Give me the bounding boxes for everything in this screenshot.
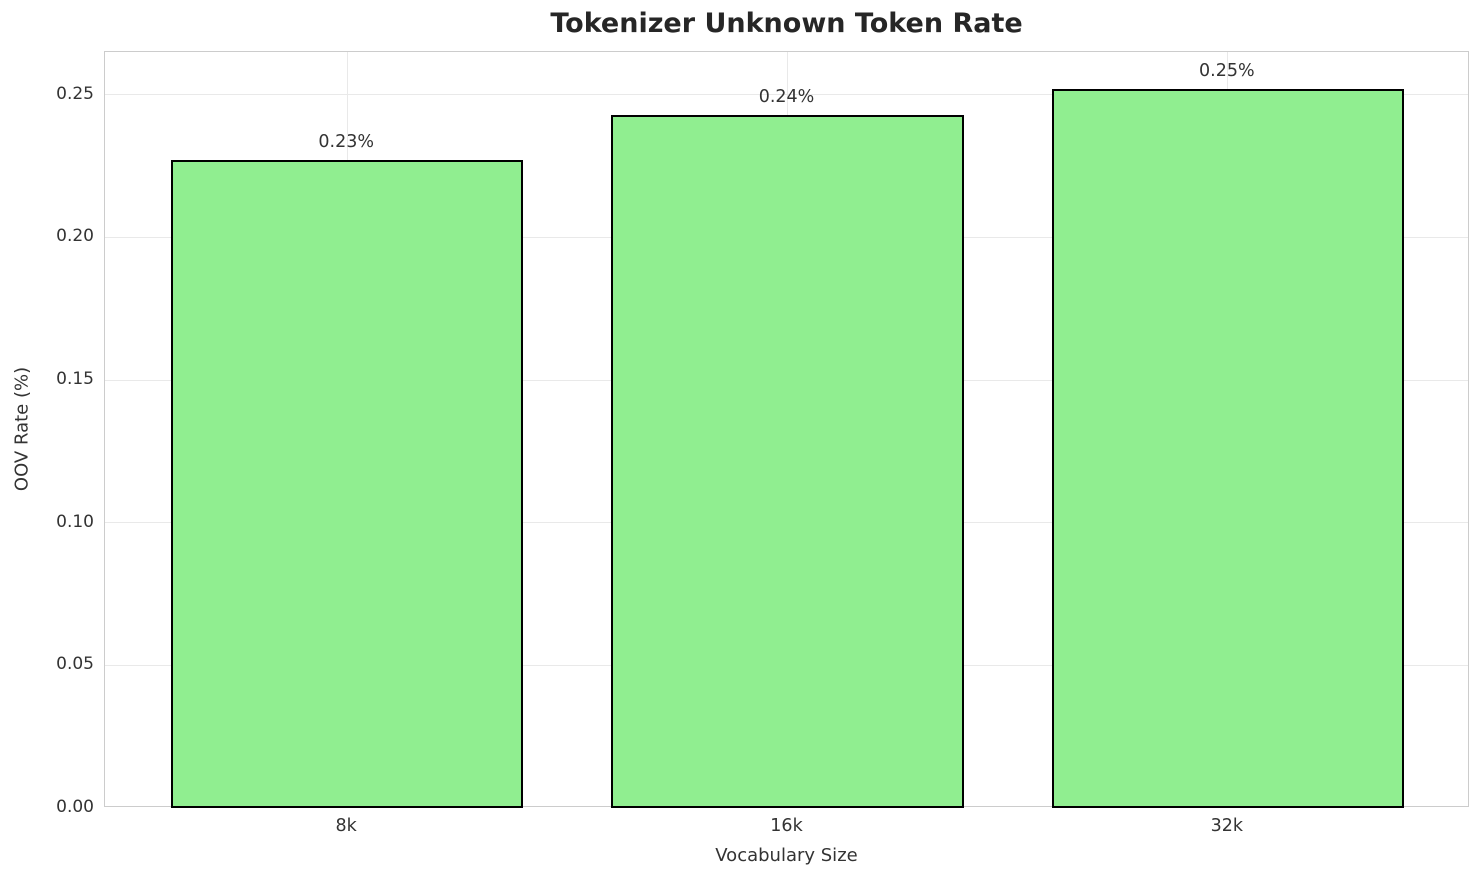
bar-value-label: 0.24%	[758, 86, 815, 107]
y-tick-label: 0.15	[56, 369, 94, 390]
y-axis-label: OOV Rate (%)	[11, 366, 33, 492]
y-tick-label: 0.10	[56, 511, 94, 532]
bar-32k	[1051, 89, 1404, 808]
bar-16k	[611, 114, 964, 808]
x-tick-label: 32k	[1210, 816, 1244, 836]
x-tick-label: 16k	[770, 816, 803, 836]
y-tick-label: 0.00	[56, 797, 94, 817]
chart-title: Tokenizer Unknown Token Rate	[550, 8, 1023, 39]
bar-value-label: 0.25%	[1199, 61, 1255, 82]
x-axis-label: Vocabulary Size	[715, 845, 858, 866]
plot-area	[104, 51, 1469, 808]
bar-8k	[171, 160, 524, 808]
bar-value-label: 0.23%	[318, 132, 374, 153]
y-tick-label: 0.05	[56, 654, 94, 675]
y-tick-label: 0.25	[56, 83, 94, 104]
x-tick-label: 8k	[335, 816, 357, 836]
gridline-h	[105, 94, 1468, 96]
y-tick-label: 0.20	[56, 226, 94, 247]
